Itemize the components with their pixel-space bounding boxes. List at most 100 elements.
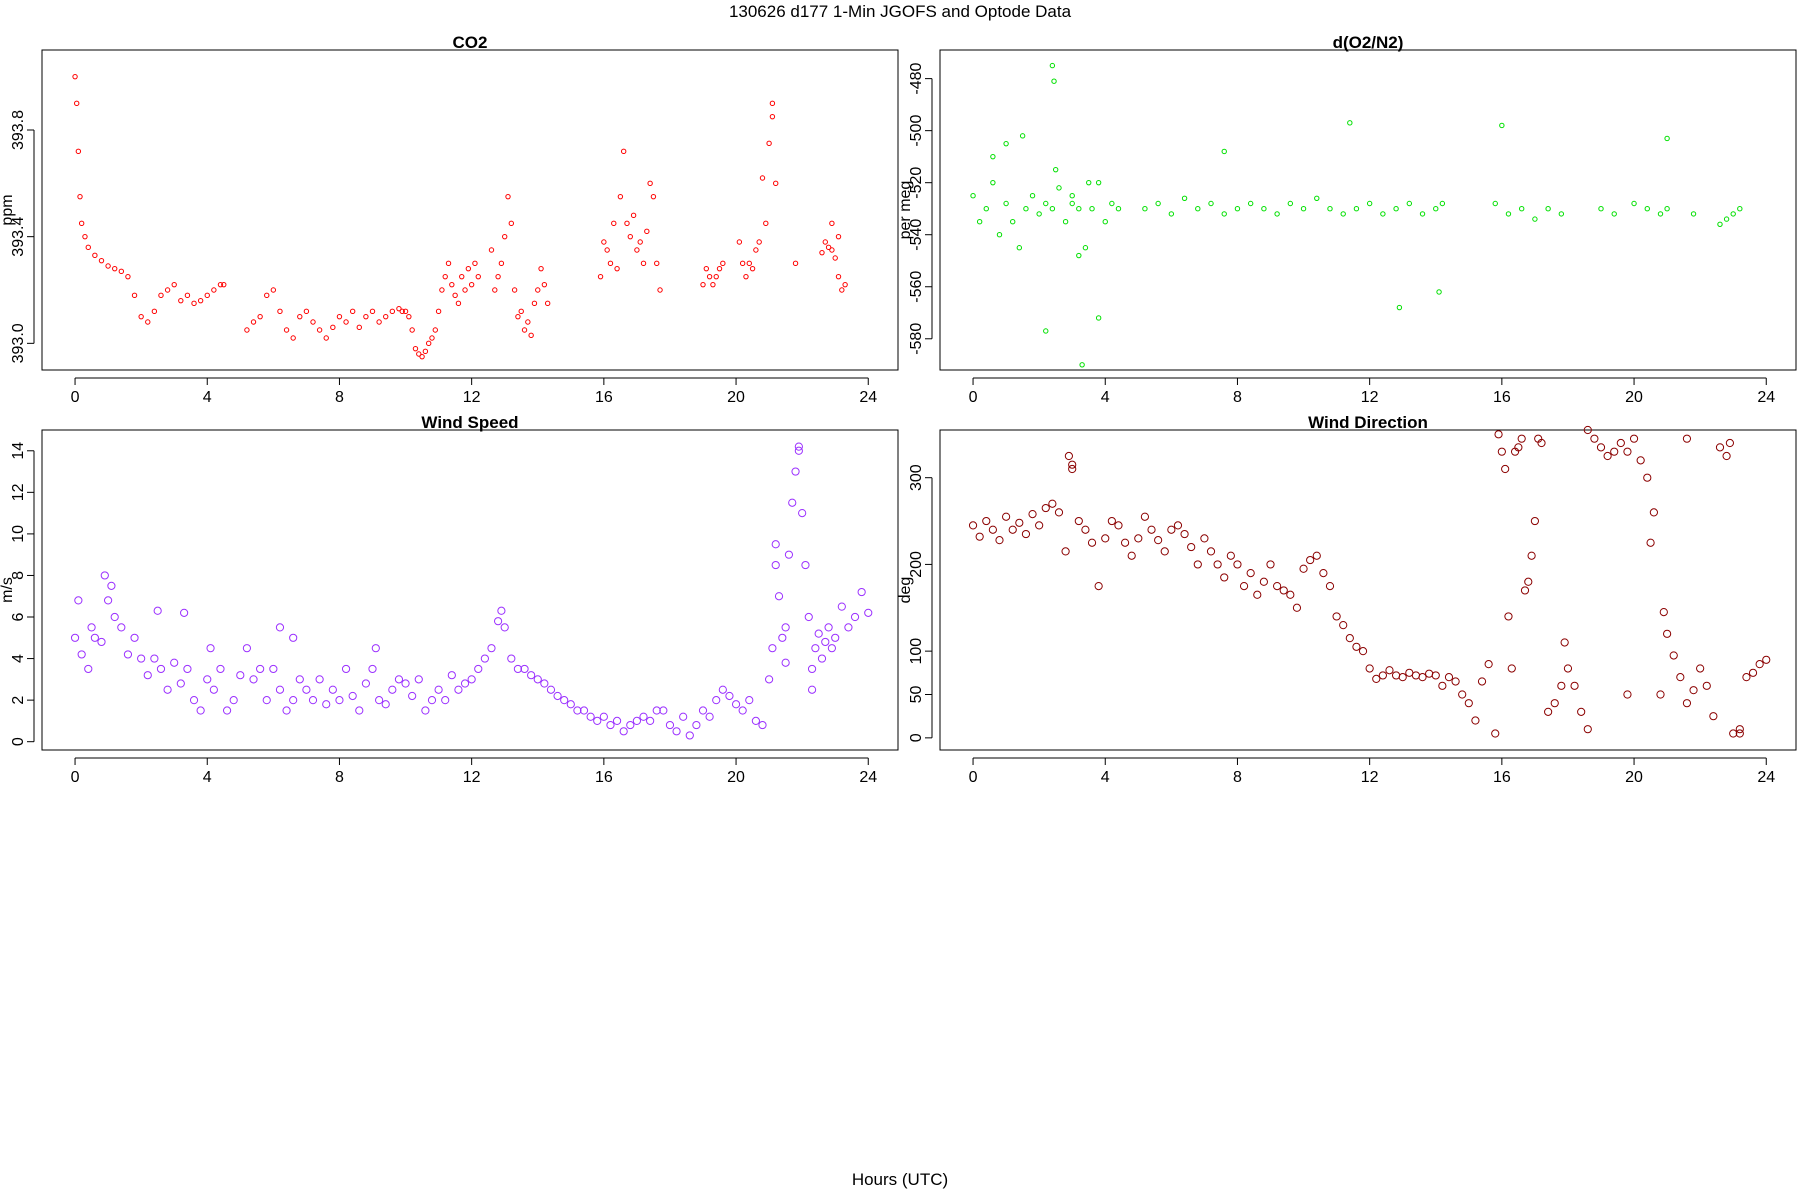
wind_speed-point [196,706,205,715]
wind_speed-point [738,706,747,715]
wind_direction-point [995,536,1004,545]
wind_speed-x-tick-label: 24 [859,769,877,786]
o2n2-point [1168,211,1175,217]
co2-point [336,313,343,320]
wind_direction-point [1623,690,1632,699]
co2-point [792,260,799,267]
wind_speed-y-tick-label: 12 [10,483,27,501]
wind_direction-point [1524,577,1533,586]
co2-point [488,247,495,253]
o2n2-point [1737,205,1743,212]
wind_speed-y-tick-label: 8 [10,571,27,580]
wind_direction-point [1514,443,1523,452]
wind_speed-point [784,550,794,559]
wind_speed-point [801,560,810,570]
wind_speed-point [520,664,529,674]
wind_speed-point [480,654,489,663]
wind_speed-point [143,671,152,680]
wind_direction-point [1094,581,1103,591]
co2-point [528,332,534,339]
wind_speed-point [242,644,252,653]
wind_speed-point [850,612,860,622]
wind_speed-point [672,727,681,736]
co2-point [158,292,164,299]
wind_speed-point [107,581,116,590]
wind_speed-point [447,671,456,680]
wind_speed-point [745,696,754,705]
o2n2-point [1142,205,1148,212]
wind_speed-x-tick-label: 16 [595,769,613,786]
wind_speed-point [401,679,410,688]
wind_direction-panel: Wind Direction 0 4 8 12 16 20 24 0 50 100 200 300 deg [897,413,1797,786]
co2-point [406,313,412,320]
co2-point [611,220,617,227]
wind_direction-point [1729,729,1738,738]
co2-point [92,252,98,259]
co2-point [138,313,144,320]
wind_speed-point [375,696,384,705]
co2-point [211,287,217,293]
wind_speed-point [718,685,727,694]
co2-point [492,287,498,293]
o2n2-point [1221,211,1227,217]
wind_direction-point [1418,673,1427,682]
wind_direction-point [1193,560,1202,569]
co2-point [303,308,310,315]
co2-point [459,273,465,280]
co2-x-tick-label: 12 [463,389,481,406]
wind_direction-point [1735,725,1744,734]
wind_speed-y-tick-label: 14 [10,442,27,460]
wind_speed-point [593,716,602,726]
wind_speed-point [811,644,820,653]
wind_speed-x-tick-label: 0 [71,769,80,786]
wind_direction-point [1471,716,1480,725]
wind_speed-y-tick-label: 0 [10,737,27,746]
wind_speed-point [560,696,569,705]
co2-point [217,281,224,288]
o2n2-point [1076,205,1082,212]
wind_speed-point [639,712,648,721]
co2-point [184,292,191,299]
wind_direction-point [1577,707,1586,716]
wind_speed-point [500,623,509,632]
o2n2-point [1300,205,1307,212]
o2n2-point [1393,205,1399,212]
wind_speed-point [156,664,166,674]
wind_direction-point [1484,660,1493,669]
wind_direction-point [1755,660,1764,669]
wind_speed-point [778,633,787,642]
wind_direction-point [1306,555,1315,565]
o2n2-title: d(O2/N2) [1333,33,1404,52]
wind_direction-point [1068,460,1077,469]
wind_direction-point [1715,443,1725,452]
wind_direction-point [1742,673,1751,682]
wind_direction-point [1458,690,1467,699]
o2n2-point [1043,328,1049,334]
wind_speed-point [90,633,99,642]
wind_direction-point [1048,499,1057,508]
wind_direction-point [1570,681,1579,690]
o2n2-point [1558,211,1565,217]
co2-point [277,308,283,315]
wind_direction-point [1643,473,1652,482]
wind_speed-point [794,446,803,455]
co2-point [343,319,349,325]
wind_direction-plot-frame [939,429,1797,751]
wind_direction-point [1220,573,1229,582]
wind_direction-point [1127,551,1136,560]
o2n2-plot-frame [939,49,1797,371]
co2-point [118,268,125,275]
wind_speed-point [110,612,119,622]
co2-point [462,287,468,293]
co2-point [531,300,538,307]
wind_speed-point [599,712,608,721]
o2n2-point [1234,205,1241,212]
co2-point [753,247,759,253]
o2n2-point [1208,200,1214,207]
wind_direction-point [988,525,997,534]
wind_speed-point [712,696,721,705]
wind_speed-point [781,658,790,667]
o2n2-point [1380,211,1386,217]
wind_speed-point [308,696,318,705]
co2-point [518,308,524,315]
